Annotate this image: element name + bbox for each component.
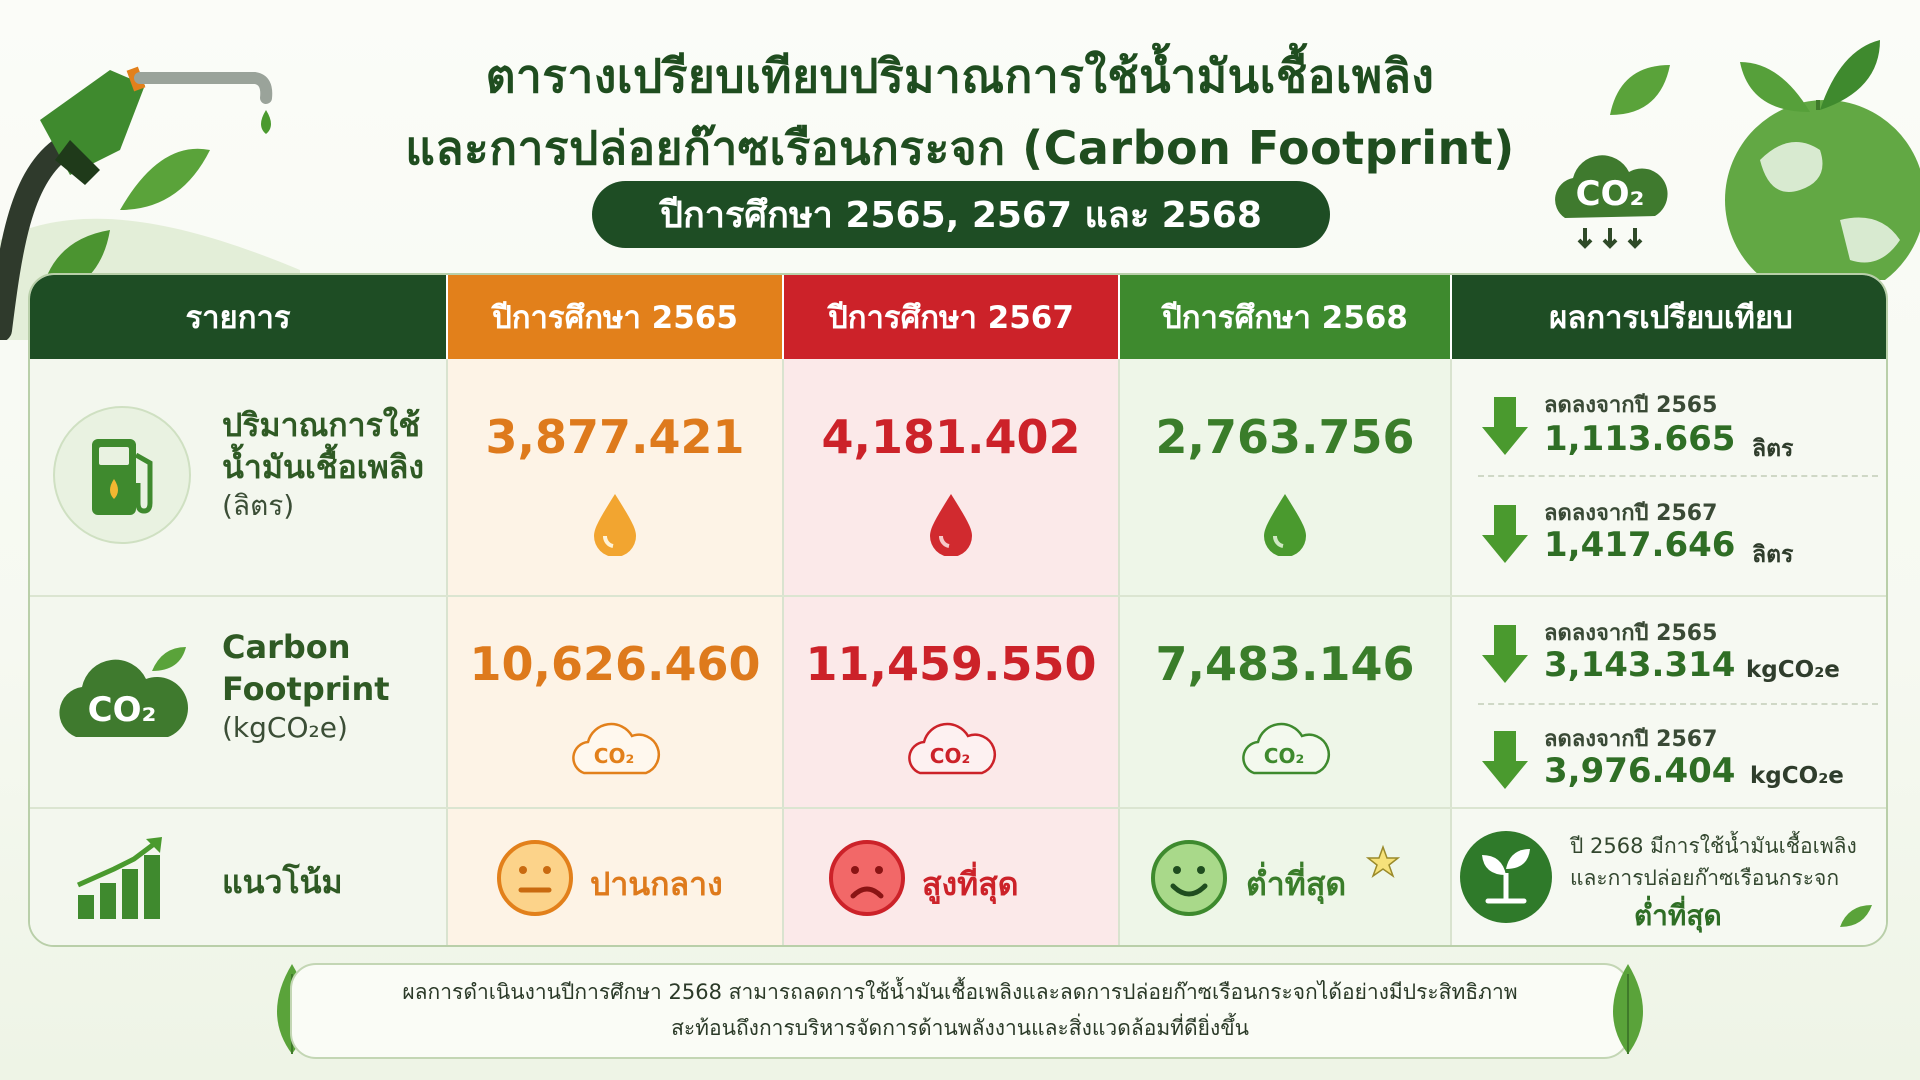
fuel-2565-value: 3,877.421	[485, 410, 745, 464]
fuel-pump-icon	[53, 406, 191, 544]
row-unit-carbon: (kgCO₂e)	[222, 711, 348, 745]
carbon-2565-value: 10,626.460	[469, 637, 761, 691]
leaf-icon	[1613, 964, 1643, 1054]
col-bg-compare	[1452, 275, 1886, 945]
carbon-compare-2567-label: ลดลงจากปี 2567	[1544, 727, 1718, 752]
carbon-compare-2565-label: ลดลงจากปี 2565	[1544, 621, 1718, 646]
trend-2565: ปานกลาง	[590, 865, 723, 903]
arrow-down-icon	[1482, 625, 1528, 683]
smiley-icon	[497, 840, 573, 916]
co2-cloud-icon: CO₂	[908, 722, 996, 775]
drop-icon	[594, 494, 636, 556]
row-label-fuel-line1: ปริมาณการใช้	[222, 406, 421, 444]
arrow-down-icon	[1482, 731, 1528, 789]
page-title-line2: และการปล่อยก๊าซเรือนกระจก (Carbon Footpr…	[405, 121, 1515, 175]
header-compare: ผลการเปรียบเทียบ	[1452, 275, 1886, 359]
leaf-icon	[1840, 905, 1872, 927]
divider	[30, 595, 1886, 597]
fuel-2568-value: 2,763.756	[1155, 410, 1415, 464]
divider	[782, 359, 784, 945]
divider	[1478, 475, 1878, 477]
co2-text: CO₂	[1264, 744, 1304, 768]
co2-text: CO₂	[594, 744, 634, 768]
header-2567: ปีการศึกษา 2567	[784, 275, 1118, 359]
drop-icon	[1264, 494, 1306, 556]
drop-icon	[930, 494, 972, 556]
co2-cloud-icon: CO₂	[572, 722, 660, 775]
carbon-2567-value: 11,459.550	[805, 637, 1097, 691]
trend-note-line1: ปี 2568 มีการใช้น้ำมันเชื้อเพลิง	[1570, 834, 1857, 858]
footer-line1: ผลการดำเนินงานปีการศึกษา 2568 สามารถลดกา…	[402, 980, 1518, 1005]
arrow-down-icon	[1482, 505, 1528, 563]
bar-chart-icon	[76, 837, 162, 919]
fuel-compare-2567-label: ลดลงจากปี 2567	[1544, 501, 1718, 526]
arrow-down-icon	[1482, 397, 1528, 455]
divider	[446, 359, 448, 945]
trend-2568: ต่ำที่สุด	[1246, 865, 1347, 903]
header-2568: ปีการศึกษา 2568	[1120, 275, 1450, 359]
fuel-2567-value: 4,181.402	[821, 410, 1081, 464]
carbon-compare-2567-unit: kgCO₂e	[1750, 763, 1844, 789]
co2-text: CO₂	[930, 744, 970, 768]
row-unit-fuel: (ลิตร)	[222, 489, 295, 523]
trend-note-line2: และการปล่อยก๊าซเรือนกระจก	[1570, 866, 1840, 890]
footer-summary: ผลการดำเนินงานปีการศึกษา 2568 สามารถลดกา…	[290, 963, 1630, 1059]
fuel-compare-2567-value: 1,417.646	[1544, 525, 1736, 565]
carbon-2568-value: 7,483.146	[1155, 637, 1415, 691]
globe-icon	[1725, 40, 1920, 280]
divider	[1478, 703, 1878, 705]
co2-cloud-icon: CO₂	[59, 647, 189, 737]
divider	[1118, 359, 1120, 945]
page-title-line1: ตารางเปรียบเทียบปริมาณการใช้น้ำมันเชื้อเ…	[485, 49, 1435, 103]
row-label-carbon-line1: Carbon	[222, 628, 351, 666]
co2-text: CO₂	[1576, 174, 1645, 214]
carbon-compare-2565-value: 3,143.314	[1544, 645, 1736, 685]
co2-cloud-icon: CO₂	[1555, 155, 1668, 249]
row-label-carbon-line2: Footprint	[222, 669, 390, 708]
trend-2567: สูงที่สุด	[922, 865, 1019, 903]
subtitle-badge: ปีการศึกษา 2565, 2567 และ 2568	[592, 181, 1330, 248]
comparison-table: รายการ ปีการศึกษา 2565 ปีการศึกษา 2567 ป…	[28, 273, 1888, 947]
fuel-compare-2565-label: ลดลงจากปี 2565	[1544, 393, 1718, 418]
divider	[30, 807, 1886, 809]
smiley-icon	[829, 840, 905, 916]
sprout-icon	[1460, 831, 1552, 923]
smiley-icon	[1151, 840, 1227, 916]
co2-text: CO₂	[88, 690, 157, 730]
row-label-fuel: ปริมาณการใช้ น้ำมันเชื้อเพลิง (ลิตร)	[222, 405, 424, 525]
trend-note-line3: ต่ำที่สุด	[1634, 899, 1722, 932]
divider	[1450, 359, 1452, 945]
header-2565: ปีการศึกษา 2565	[448, 275, 782, 359]
col-bg-2565	[448, 275, 782, 945]
footer-line2: สะท้อนถึงการบริหารจัดการด้านพลังงานและสิ…	[671, 1016, 1249, 1040]
fuel-compare-2565-unit: ลิตร	[1752, 436, 1794, 462]
fuel-compare-2567-unit: ลิตร	[1752, 542, 1794, 568]
col-bg-2567	[784, 275, 1118, 945]
leaf-icon	[1610, 65, 1670, 115]
star-icon	[1366, 845, 1400, 878]
row-label-trend: แนวโน้ม	[222, 863, 343, 901]
fuel-compare-2565-value: 1,113.665	[1544, 419, 1736, 459]
carbon-compare-2565-unit: kgCO₂e	[1746, 657, 1840, 683]
row-label-carbon: Carbon Footprint (kgCO₂e)	[222, 627, 390, 747]
header-item: รายการ	[30, 275, 446, 359]
col-bg-2568	[1120, 275, 1450, 945]
co2-cloud-icon: CO₂	[1242, 722, 1330, 775]
carbon-compare-2567-value: 3,976.404	[1544, 751, 1736, 791]
row-label-fuel-line2: น้ำมันเชื้อเพลิง	[222, 447, 424, 486]
col-bg-item	[30, 275, 446, 945]
